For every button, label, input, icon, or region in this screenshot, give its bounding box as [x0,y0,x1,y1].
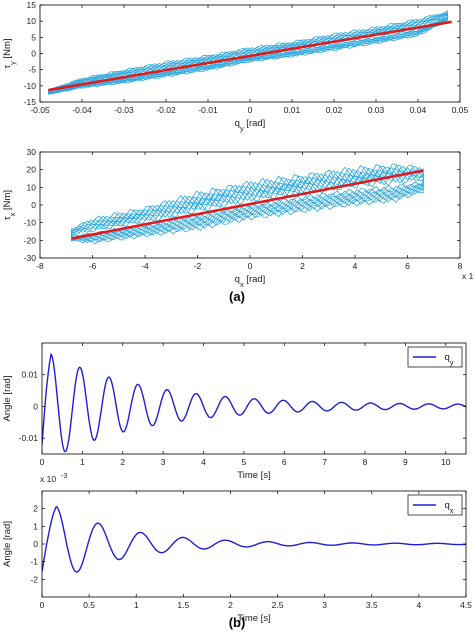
y-tick-label: -10 [24,81,37,91]
caption-b: (b) [229,615,246,630]
axes-frame [41,342,467,455]
x-tick-label: -4 [141,261,149,271]
plot-area [42,352,466,453]
y-axis-multiplier-exponent: -3 [61,473,67,480]
x-tick-label: 10 [441,457,451,467]
x-tick-label: -0.01 [198,105,218,115]
x-tick-label: 1.5 [177,600,189,610]
x-axis-label: qy [rad] [235,118,266,133]
chart-angle-q-x: 0 0.5 1 1.5 2 2.5 3 3.5 4 4.5 -2 -1 0 1 2 Time [s] Angle… [2,473,472,624]
x-tick-label: 2 [300,261,305,271]
x-tick-label: 0.01 [284,105,301,115]
legend: qx [407,494,463,516]
x-tick-label: 2 [228,600,233,610]
legend-label: qy [445,352,454,367]
x-tick-label: 7 [322,457,327,467]
measured-loop [71,163,424,245]
x-tick-label: 0.03 [368,105,385,115]
x-tick-label: 8 [458,261,463,271]
x-axis-label: qx [rad] [235,274,266,289]
x-tick-label: 0.5 [83,600,95,610]
legend: qy [407,346,463,368]
x-tick-label: 3 [161,457,166,467]
plot-area [71,163,424,245]
plot-area [48,10,452,95]
y-tick-label: -2 [30,574,38,584]
y-tick-label: 0 [33,401,38,411]
y-axis-label: τy [Nm] [2,38,17,68]
series-line-q_x [42,505,466,573]
y-tick-label: -10 [24,218,37,228]
y-axis-multiplier: x 10 [40,474,56,484]
x-tick-label: 0 [40,600,45,610]
x-tick-label: 4.5 [460,600,472,610]
x-axis-label: Time [s] [237,470,270,481]
x-tick-label: 6 [405,261,410,271]
x-tick-label: 8 [363,457,368,467]
y-tick-label: -30 [24,253,37,263]
x-tick-label: -0.02 [156,105,176,115]
x-tick-label: 0.02 [326,105,343,115]
x-tick-label: -0.03 [114,105,134,115]
y-tick-label: 20 [27,165,37,175]
x-tick-label: 0 [248,105,253,115]
y-tick-label: 10 [27,182,37,192]
x-tick-label: 9 [403,457,408,467]
y-tick-label: 2 [33,504,38,514]
x-tick-label: 6 [282,457,287,467]
x-tick-label: 0 [248,261,253,271]
x-tick-label: 2.5 [272,600,284,610]
y-tick-label: -5 [28,65,36,75]
measured-loop [48,10,448,95]
chart-angle-q-y: 0 1 2 3 4 5 6 7 8 9 10 -0.01 0 0.01 Time [s] Angle [rad… [2,342,467,481]
chart-tau-y-vs-q-y: -0.05 -0.04 -0.03 -0.02 -0.01 0 0.01 0.02 0.03 0.… [2,0,469,133]
y-tick-label: -20 [24,235,37,245]
caption-a: (a) [229,289,245,304]
y-tick-label: 0 [33,539,38,549]
x-tick-label: -8 [36,261,44,271]
y-tick-label: 0.01 [21,370,38,380]
y-tick-label: 0 [31,49,36,59]
x-tick-label: 4 [353,261,358,271]
x-tick-label: -2 [194,261,202,271]
y-tick-label: -0.01 [19,433,39,443]
legend-label: qx [445,500,454,515]
x-tick-label: -0.05 [30,105,50,115]
y-tick-label: 1 [33,521,38,531]
x-tick-label: 4 [201,457,206,467]
measured-loop [48,12,448,95]
linear-fit-line [71,169,424,240]
x-tick-label: 3.5 [366,600,378,610]
x-tick-label: 2 [120,457,125,467]
x-tick-label: 5 [242,457,247,467]
x-tick-label: 1 [80,457,85,467]
y-tick-label: 0 [31,200,36,210]
y-tick-label: 5 [31,32,36,42]
x-tick-label: 1 [134,600,139,610]
x-tick-label: 0 [40,457,45,467]
y-tick-label: 15 [27,0,37,10]
x-axis-label: Time [s] [237,613,270,624]
x-tick-label: 3 [322,600,327,610]
x-tick-label: -6 [89,261,97,271]
x-tick-label: 0.04 [410,105,427,115]
y-axis-label: Angle [rad] [2,376,13,422]
x-tick-label: -0.04 [72,105,92,115]
y-axis-label: τx [Nm] [2,190,17,220]
y-tick-label: 10 [27,16,37,26]
x-tick-label: 4 [417,600,422,610]
y-axis-label: Angle [rad] [2,521,13,567]
plot-area [42,505,466,573]
x-axis-multiplier: x 10 [462,271,474,281]
series-line-q_y [42,352,466,453]
y-tick-label: -1 [30,557,38,567]
y-tick-label: 30 [27,147,37,157]
y-tick-label: -15 [24,97,37,107]
x-tick-label: 0.05 [452,105,469,115]
linear-fit-line [48,20,452,92]
